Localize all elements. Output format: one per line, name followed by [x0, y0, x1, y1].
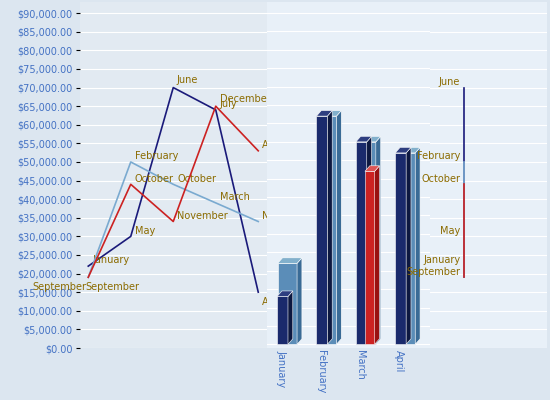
- Polygon shape: [277, 291, 293, 296]
- Text: December: December: [220, 94, 271, 104]
- Text: May: May: [135, 226, 155, 236]
- Text: October: October: [421, 174, 460, 184]
- Text: January: January: [423, 255, 460, 265]
- Text: August: August: [262, 297, 296, 307]
- Text: September: September: [406, 266, 460, 276]
- Polygon shape: [297, 258, 302, 344]
- Text: May: May: [440, 226, 460, 236]
- Polygon shape: [316, 110, 332, 116]
- Polygon shape: [375, 166, 379, 344]
- Polygon shape: [317, 110, 342, 116]
- Text: October: October: [135, 174, 174, 184]
- Polygon shape: [415, 147, 420, 344]
- Polygon shape: [278, 258, 302, 263]
- Text: June: June: [439, 77, 460, 87]
- Text: September: September: [85, 282, 140, 292]
- Polygon shape: [356, 136, 381, 142]
- Text: March: March: [355, 350, 365, 380]
- Bar: [316, 116, 327, 344]
- Text: November: November: [262, 211, 313, 221]
- Polygon shape: [356, 136, 372, 142]
- Text: February: February: [135, 151, 178, 161]
- Text: February: February: [417, 151, 460, 161]
- Bar: [278, 263, 297, 344]
- Bar: [356, 142, 376, 344]
- Text: April: April: [262, 140, 285, 150]
- Text: January: January: [92, 255, 130, 265]
- Bar: [277, 296, 288, 344]
- Text: October: October: [178, 174, 216, 184]
- Bar: [395, 153, 406, 344]
- Text: February: February: [316, 350, 326, 393]
- Polygon shape: [406, 147, 411, 344]
- Polygon shape: [365, 166, 380, 171]
- Polygon shape: [395, 147, 411, 153]
- Text: April: April: [394, 350, 404, 372]
- Text: November: November: [178, 211, 228, 221]
- Bar: [317, 116, 337, 344]
- Polygon shape: [367, 136, 372, 344]
- Bar: [396, 153, 415, 344]
- Text: January: January: [276, 350, 286, 387]
- Polygon shape: [376, 136, 381, 344]
- Polygon shape: [327, 110, 332, 344]
- Polygon shape: [288, 291, 293, 344]
- Text: July: July: [220, 99, 238, 109]
- Text: June: June: [176, 76, 197, 86]
- Bar: [365, 171, 375, 344]
- Text: March: March: [220, 192, 250, 202]
- Bar: [356, 142, 367, 344]
- Polygon shape: [337, 110, 342, 344]
- Text: September: September: [32, 282, 87, 292]
- Polygon shape: [396, 147, 420, 153]
